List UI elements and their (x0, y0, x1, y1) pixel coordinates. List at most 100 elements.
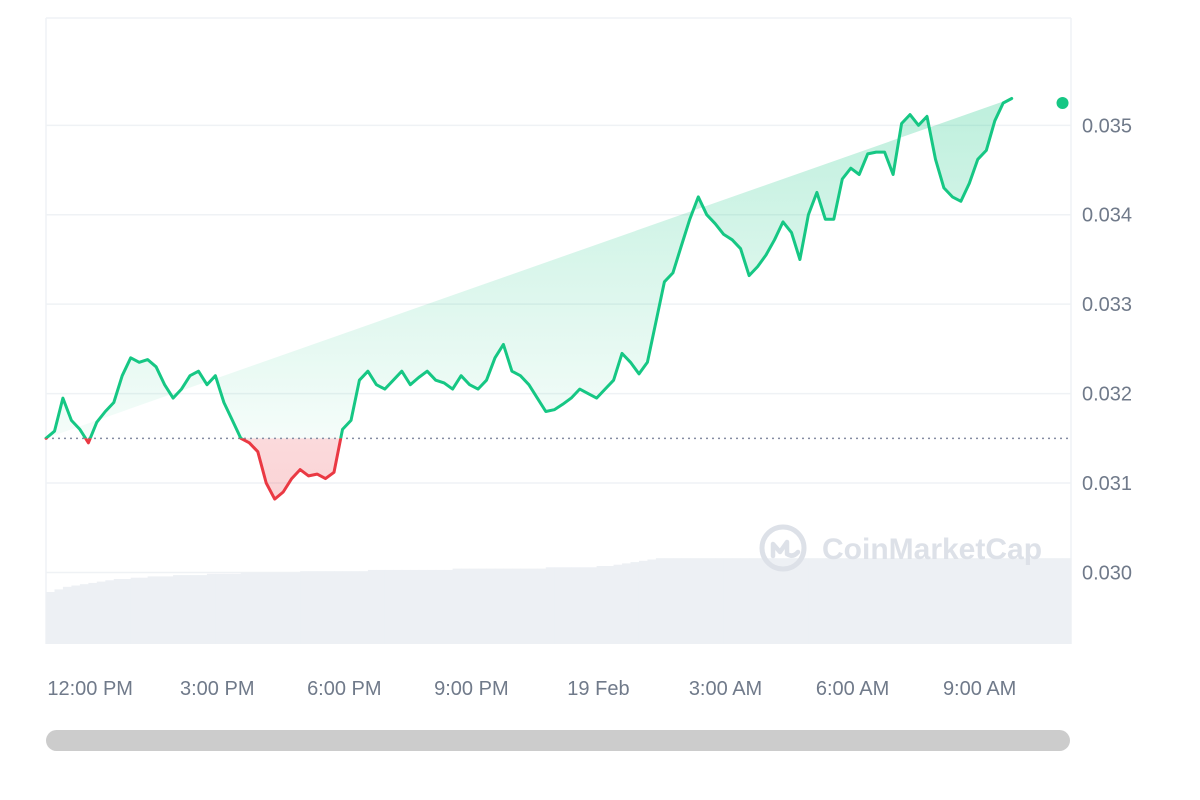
y-tick-label: 0.032 (1082, 384, 1132, 406)
volume-bar (926, 558, 936, 644)
x-axis: 12:00 PM 3:00 PM 6:00 PM 9:00 PM 19 Feb 3:00 … (47, 678, 1016, 700)
volume-bar (486, 568, 496, 644)
volume-bar (46, 592, 55, 644)
volume-bar (71, 585, 81, 644)
coinmarketcap-watermark: CoinMarketCap (759, 524, 1042, 572)
volume-bar (994, 558, 1004, 644)
volume-bar (622, 563, 632, 644)
x-tick-label: 9:00 PM (434, 678, 508, 700)
volume-bar (342, 571, 352, 644)
volume-bar (257, 572, 267, 644)
price-line (44, 97, 1014, 501)
volume-bar (401, 569, 411, 644)
volume-bar (554, 567, 564, 644)
volume-bar (223, 573, 233, 644)
volume-bar (732, 558, 742, 644)
volume-bar (893, 558, 903, 644)
volume-bar (638, 560, 648, 644)
volume-bar (672, 558, 682, 644)
volume-bar (681, 558, 691, 644)
volume-bar (910, 558, 920, 644)
x-tick-label: 3:00 PM (180, 678, 254, 700)
volume-bar (655, 558, 665, 644)
volume-bar (164, 576, 174, 644)
volume-bar (384, 569, 394, 644)
volume-bar (122, 579, 132, 644)
volume-bar (952, 558, 962, 644)
volume-bar (647, 559, 657, 644)
price-area (46, 98, 1012, 500)
volume-bar (1037, 558, 1047, 644)
volume-bar (1020, 558, 1030, 644)
volume-bar (1028, 558, 1038, 644)
volume-bar (105, 580, 115, 644)
watermark-text: CoinMarketCap (822, 533, 1042, 566)
price-line-up (44, 97, 1014, 439)
volume-bar (782, 558, 792, 644)
volume-bar (359, 571, 369, 644)
volume-bar (410, 569, 420, 644)
y-axis: 0.030 0.031 0.032 0.033 0.034 0.035 (1082, 115, 1132, 584)
volume-bar (494, 568, 504, 644)
volume-bar (605, 566, 615, 644)
volume-bar (334, 571, 343, 644)
volume-bar (977, 558, 987, 644)
volume-bar (113, 579, 123, 644)
price-area-up-fill (46, 98, 1012, 439)
volume-bar (588, 567, 598, 644)
volume-bar (240, 572, 250, 644)
volume-bar (960, 558, 970, 644)
volume-bar (444, 569, 454, 644)
volume-bar (766, 558, 776, 644)
volume-bar (503, 568, 513, 644)
volume-bar (562, 567, 572, 644)
horizontal-scrollbar[interactable] (46, 730, 1070, 751)
volume-bar (520, 568, 530, 644)
volume-bar (317, 571, 327, 644)
y-tick-label: 0.030 (1082, 562, 1132, 584)
volume-bar (198, 575, 208, 644)
volume-bar (757, 558, 767, 644)
volume-bar (181, 575, 191, 644)
volume-bar (1062, 558, 1072, 644)
volume-bar (88, 582, 98, 644)
volume-bar (935, 558, 945, 644)
volume-bar (79, 584, 89, 644)
coinmarketcap-logo-icon (759, 524, 807, 572)
volume-bar (452, 568, 462, 644)
volume-bar (613, 564, 623, 644)
volume-bar (96, 581, 106, 644)
volume-bar (367, 569, 377, 644)
volume-bar (469, 568, 479, 644)
volume-bar (393, 569, 403, 644)
volume-bar (528, 568, 538, 644)
volume-bar (139, 577, 149, 644)
volume-bar (1045, 558, 1055, 644)
volume-bar (325, 571, 335, 644)
volume-bar (571, 567, 581, 644)
volume-bar (799, 558, 809, 644)
volume-bar (901, 558, 911, 644)
volume-bar (376, 569, 386, 644)
volume-bar (884, 558, 894, 644)
price-area-down-fill (85, 438, 341, 500)
volume-bar (62, 586, 72, 644)
volume-bar (876, 558, 886, 644)
volume-bar (630, 562, 640, 644)
volume-bar (808, 558, 818, 644)
volume-bar (859, 558, 869, 644)
x-tick-label: 6:00 AM (816, 678, 889, 700)
volume-bar (283, 572, 293, 644)
volume-bar (579, 567, 589, 644)
volume-bar (969, 558, 979, 644)
x-tick-label: 12:00 PM (47, 678, 133, 700)
volume-bar (206, 573, 216, 644)
volume-bar (232, 573, 242, 644)
volume-bar (249, 572, 259, 644)
volume-bar (816, 558, 826, 644)
y-tick-label: 0.031 (1082, 473, 1132, 495)
last-price-dot[interactable] (1056, 96, 1069, 109)
volume-bar (308, 571, 318, 644)
volume-bar (215, 573, 225, 644)
